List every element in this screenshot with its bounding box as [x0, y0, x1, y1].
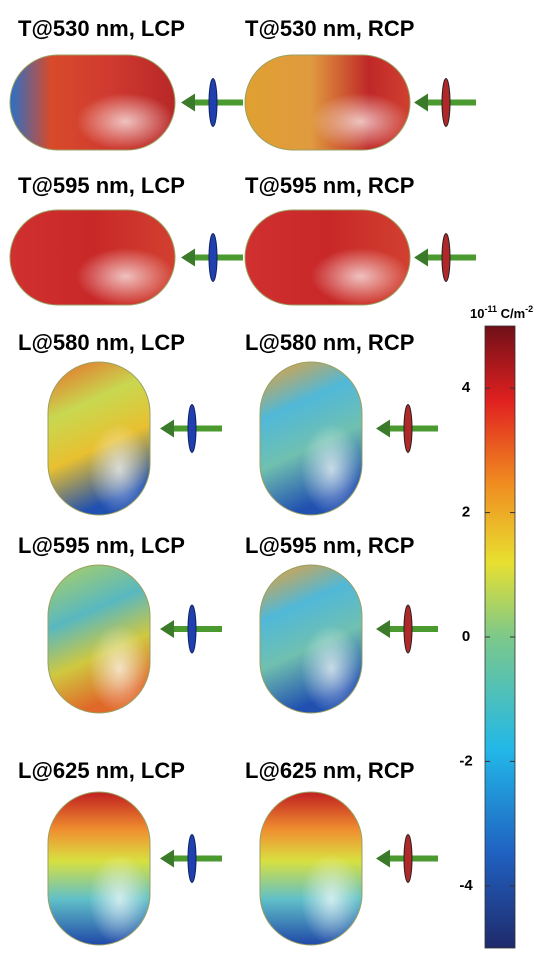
k-arrow-head: [160, 419, 174, 438]
k-arrow-head: [414, 248, 428, 267]
k-arrow-head: [376, 419, 390, 438]
polarization: [441, 233, 451, 282]
polarization: [208, 233, 218, 282]
colorbar-tick-label: 4: [462, 379, 471, 396]
particle-shine: [48, 565, 150, 713]
colorbar-unit: 10-11 C/m-2: [470, 304, 533, 321]
particle-shine: [260, 362, 362, 515]
particle-shine: [245, 55, 410, 150]
particle-shine: [260, 565, 362, 713]
k-arrow-head: [376, 620, 390, 638]
panel-label: L@580 nm, RCP: [245, 330, 414, 355]
panel-label: T@530 nm, RCP: [245, 16, 414, 41]
panel-label: L@580 nm, LCP: [18, 330, 185, 355]
polarization: [187, 604, 197, 654]
colorbar-tick-label: 0: [462, 628, 470, 645]
colorbar-tick-label: -4: [459, 877, 473, 894]
particle-shine: [260, 792, 362, 945]
particle-shine: [10, 55, 175, 150]
particle-shine: [245, 210, 410, 305]
particle-shine: [48, 792, 150, 945]
panel-label: T@530 nm, LCP: [18, 16, 185, 41]
k-arrow-head: [181, 248, 195, 267]
polarization: [403, 604, 413, 654]
polarization: [187, 834, 197, 883]
polarization: [403, 834, 413, 883]
polarization: [441, 78, 451, 127]
panel-label: L@625 nm, RCP: [245, 758, 414, 783]
panel-label: L@625 nm, LCP: [18, 758, 185, 783]
colorbar-tick-label: 2: [462, 504, 470, 521]
particle-shine: [10, 210, 175, 305]
polarization: [208, 78, 218, 127]
k-arrow-head: [160, 849, 174, 868]
panel-label: L@595 nm, RCP: [245, 533, 414, 558]
panel-label: T@595 nm, RCP: [245, 173, 414, 198]
k-arrow-head: [376, 849, 390, 868]
panel-label: L@595 nm, LCP: [18, 533, 185, 558]
particle-shine: [48, 362, 150, 515]
polarization: [187, 404, 197, 453]
k-arrow-head: [414, 93, 428, 112]
k-arrow-head: [181, 93, 195, 112]
k-arrow-head: [160, 620, 174, 638]
panel-label: T@595 nm, LCP: [18, 173, 185, 198]
colorbar-tick-label: -2: [459, 752, 472, 769]
polarization: [403, 404, 413, 453]
